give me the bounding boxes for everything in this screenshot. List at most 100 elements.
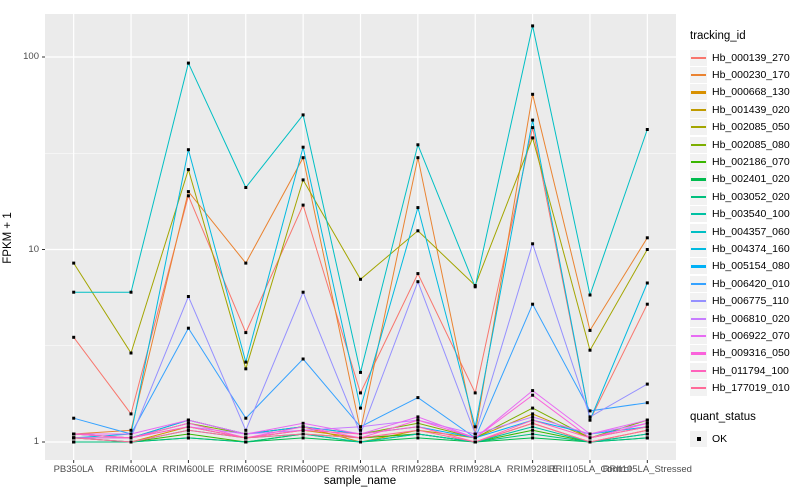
legend-item-Hb_004374_160: Hb_004374_160 [690,240,800,257]
data-point [645,421,649,425]
data-point [301,113,305,117]
line-swatch-icon [691,352,706,355]
legend-item-label: Hb_002085_050 [712,121,790,134]
data-point [531,436,535,440]
data-point [416,272,420,276]
data-point [186,421,190,425]
data-point [72,440,76,444]
legend-item-label: OK [712,432,728,445]
legend-item-Hb_001439_020: Hb_001439_020 [690,101,800,118]
line-swatch-icon [691,143,706,146]
line-swatch-icon [691,126,706,129]
data-point [473,432,477,436]
legend-key-square [690,430,707,447]
line-swatch-icon [691,369,706,372]
data-point [531,118,535,122]
legend-key-line [690,380,707,397]
data-point [473,425,477,429]
data-point [129,440,133,444]
legend-item-label: Hb_003540_100 [712,208,790,221]
legend-item-label: Hb_000230_170 [712,69,790,82]
data-point [531,24,535,28]
legend-item-Hb_000230_170: Hb_000230_170 [690,66,800,84]
y-tick-label: 100 [23,51,39,62]
data-point [531,92,535,96]
data-point [129,436,133,440]
legend-item-Hb_003540_100: Hb_003540_100 [690,206,800,223]
data-point [645,281,649,285]
square-marker-icon [696,436,701,441]
data-point [301,421,305,425]
data-point [473,440,477,444]
data-point [416,229,420,233]
data-point [186,326,190,330]
data-point [186,190,190,194]
legend-item-Hb_002085_080: Hb_002085_080 [690,136,800,153]
x-tick-label: RRII105LA_Control [548,464,632,475]
x-tick-label: RRIM928BA [391,464,445,475]
data-point [72,416,76,420]
data-point [645,425,649,429]
data-point [531,412,535,416]
data-point [186,425,190,429]
data-point [359,428,362,432]
legend-key-line [690,293,707,310]
data-point [531,415,535,419]
legend-item-label: Hb_001439_020 [712,103,790,116]
data-point [244,436,248,440]
data-point [186,432,190,436]
legend-item-Hb_005154_080: Hb_005154_080 [690,258,800,275]
x-tick-label: RRIM600LE [162,464,215,475]
line-swatch-icon [691,213,706,216]
data-point [416,280,420,284]
legend-title-tracking-id: tracking_id [690,30,746,42]
legend-key-line [690,119,707,136]
data-point [588,432,592,436]
data-point [645,128,649,131]
x-tick-label: RRII105LA_Stressed [602,464,692,475]
x-tick-label: RRIM901LA [334,464,387,475]
data-point [72,436,76,440]
data-point [186,418,190,422]
legend-item-Hb_006420_010: Hb_006420_010 [690,275,800,292]
data-point [186,168,190,172]
legend: tracking_id Hb_000139_270 Hb_000230_170 Hb… [690,30,800,447]
legend-key-line [690,223,707,240]
data-point [645,382,649,386]
data-point [645,401,649,405]
line-swatch-icon [691,91,706,94]
legend-item-Hb_011794_100: Hb_011794_100 [690,362,800,379]
legend-key-line [690,258,707,275]
data-point [531,389,535,393]
legend-key-line [690,310,707,327]
data-point [416,143,420,147]
data-point [645,302,649,306]
data-point [244,186,248,189]
data-point [72,290,76,294]
x-tick-label: PB350LA [53,464,94,475]
data-point [531,432,535,436]
legend-item-label: Hb_006922_070 [712,329,790,342]
y-tick-label: 10 [28,243,39,255]
data-point [129,351,133,355]
data-point [72,432,76,436]
data-point [186,194,190,198]
x-tick-label: RRIM600SE [219,464,273,475]
data-point [301,178,305,182]
data-point [244,331,248,335]
data-point [473,285,477,289]
legend-item-Hb_009316_050: Hb_009316_050 [690,345,800,362]
legend-key-line [690,136,707,153]
data-point [301,432,305,436]
legend-item-label: Hb_009316_050 [712,347,790,360]
legend-item-label: Hb_006810_020 [712,312,790,325]
data-point [186,148,190,152]
data-point [416,425,420,429]
data-point [588,436,592,440]
legend-item-Hb_002085_050: Hb_002085_050 [690,119,800,136]
data-point [359,277,362,281]
legend-key-line [690,67,707,84]
data-point [244,367,248,371]
line-swatch-icon [691,334,706,338]
x-tick-label: RRIM928LE [506,464,559,475]
